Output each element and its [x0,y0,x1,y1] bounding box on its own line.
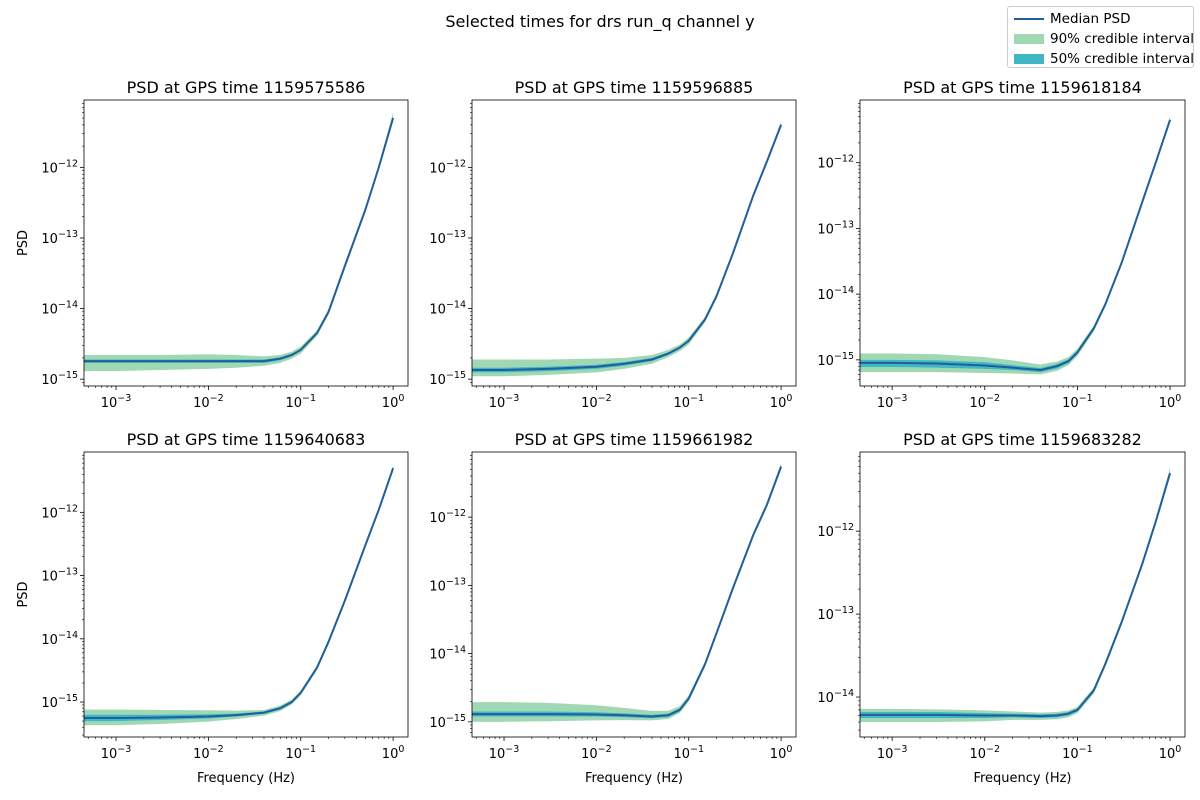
x-tick-label: 10−2 [969,393,1000,411]
subplot-title: PSD at GPS time 1159661982 [515,430,754,449]
median-line [860,472,1172,718]
ci50-band [860,118,1171,373]
x-tick-label: 10−2 [193,744,224,762]
ci50-band [84,116,394,363]
x-axis-label: Frequency (Hz) [585,771,683,786]
median-line [860,119,1171,372]
x-tick-label: 10−2 [581,744,612,762]
x-tick-label: 10−3 [489,393,520,411]
subplot-6: 10−3 10−2 10−1 100 10−14 10−13 10−12 PSD at GPS… [817,430,1186,786]
x-tick-label: 100 [1159,393,1182,411]
y-tick-label: 10−15 [429,713,466,731]
x-tick-label: 10−1 [285,744,316,762]
x-axis-label: Frequency (Hz) [197,771,295,786]
x-tick-label: 100 [1159,744,1182,762]
x-tick-label: 10−2 [581,393,612,411]
y-tick-label: 10−12 [429,508,466,526]
y-tick-label: 10−15 [41,370,78,388]
legend: Median PSD 90% credible interval 50% cre… [1007,6,1194,68]
y-tick-label: 10−14 [41,300,78,318]
y-axis-label: PSD [16,230,31,256]
legend-label-ci50: 50% credible interval [1050,51,1194,67]
legend-label-ci90: 90% credible interval [1050,31,1194,47]
subplot-5: 10−3 10−2 10−1 100 10−15 10−14 10−13 10−12 PSD a… [429,430,797,786]
median-line-swatch [1014,18,1044,20]
legend-item-median: Median PSD [1014,9,1187,29]
axes-frame [859,451,1186,738]
subplot-title: PSD at GPS time 1159618184 [903,78,1142,97]
y-tick-label: 10−15 [817,351,854,369]
y-tick-label: 10−15 [429,370,466,388]
median-line [472,466,783,718]
x-tick-label: 10−1 [673,744,704,762]
x-tick-label: 10−1 [1062,744,1093,762]
y-tick-label: 10−14 [41,630,78,648]
ci90-band [84,112,394,372]
subplot-3: 10−3 10−2 10−1 100 10−15 10−14 10−13 10−12 PSD a… [817,78,1186,411]
x-tick-label: 100 [382,744,405,762]
x-tick-label: 10−2 [193,393,224,411]
y-tick-label: 10−12 [41,503,78,521]
x-tick-label: 10−3 [489,744,520,762]
subplot-4: 10−3 10−2 10−1 100 10−15 10−14 10−13 10−12 PSD a… [16,430,409,786]
subplot-title: PSD at GPS time 1159596885 [515,78,754,97]
ci90-band [860,116,1171,375]
axes-frame [471,451,797,738]
axes-frame [83,99,409,387]
y-tick-label: 10−13 [817,219,854,237]
x-tick-label: 10−1 [673,393,704,411]
y-tick-label: 10−14 [817,688,854,706]
x-tick-label: 100 [770,393,793,411]
ci50-swatch [1014,54,1044,64]
subplot-title: PSD at GPS time 1159683282 [903,430,1142,449]
y-tick-label: 10−12 [429,158,466,176]
x-tick-label: 10−3 [101,744,132,762]
x-tick-label: 10−3 [101,393,132,411]
x-tick-label: 10−3 [877,393,908,411]
y-tick-label: 10−13 [41,567,78,585]
ci90-band [472,463,782,722]
y-tick-label: 10−12 [41,158,78,176]
subplot-title: PSD at GPS time 1159575586 [127,78,366,97]
y-axis-label: PSD [16,581,31,607]
y-tick-label: 10−12 [817,154,854,172]
median-line [84,117,395,363]
x-tick-label: 10−1 [285,393,316,411]
median-line [84,467,395,719]
x-tick-label: 10−1 [1062,393,1093,411]
legend-label-median: Median PSD [1050,11,1131,27]
figure-suptitle: Selected times for drs run_q channel y [445,12,755,31]
axes-frame [83,451,409,738]
x-tick-label: 10−3 [877,744,908,762]
x-tick-label: 100 [770,744,793,762]
legend-item-ci50: 50% credible interval [1014,49,1194,69]
y-tick-label: 10−14 [429,645,466,663]
subplot-1: 10−3 10−2 10−1 100 10−15 10−14 10−13 10−12 PSD a… [16,78,409,411]
y-tick-label: 10−15 [41,693,78,711]
y-tick-label: 10−13 [429,229,466,247]
y-tick-label: 10−12 [817,522,854,540]
median-line [472,124,783,371]
y-tick-label: 10−14 [429,300,466,318]
y-tick-label: 10−13 [41,229,78,247]
ci90-band [860,467,1171,723]
subplot-title: PSD at GPS time 1159640683 [127,430,366,449]
ci50-band [472,465,782,719]
ci50-band [860,471,1171,718]
y-tick-label: 10−14 [817,285,854,303]
ci90-swatch [1014,34,1044,44]
x-tick-label: 100 [382,393,405,411]
x-axis-label: Frequency (Hz) [973,771,1071,786]
legend-item-ci90: 90% credible interval [1014,29,1194,49]
y-tick-label: 10−13 [817,605,854,623]
x-tick-label: 10−2 [969,744,1000,762]
subplot-2: 10−3 10−2 10−1 100 10−15 10−14 10−13 10−12 PSD a… [429,78,797,411]
y-tick-label: 10−13 [429,576,466,594]
axes-frame [859,99,1186,387]
axes-frame [471,99,797,387]
